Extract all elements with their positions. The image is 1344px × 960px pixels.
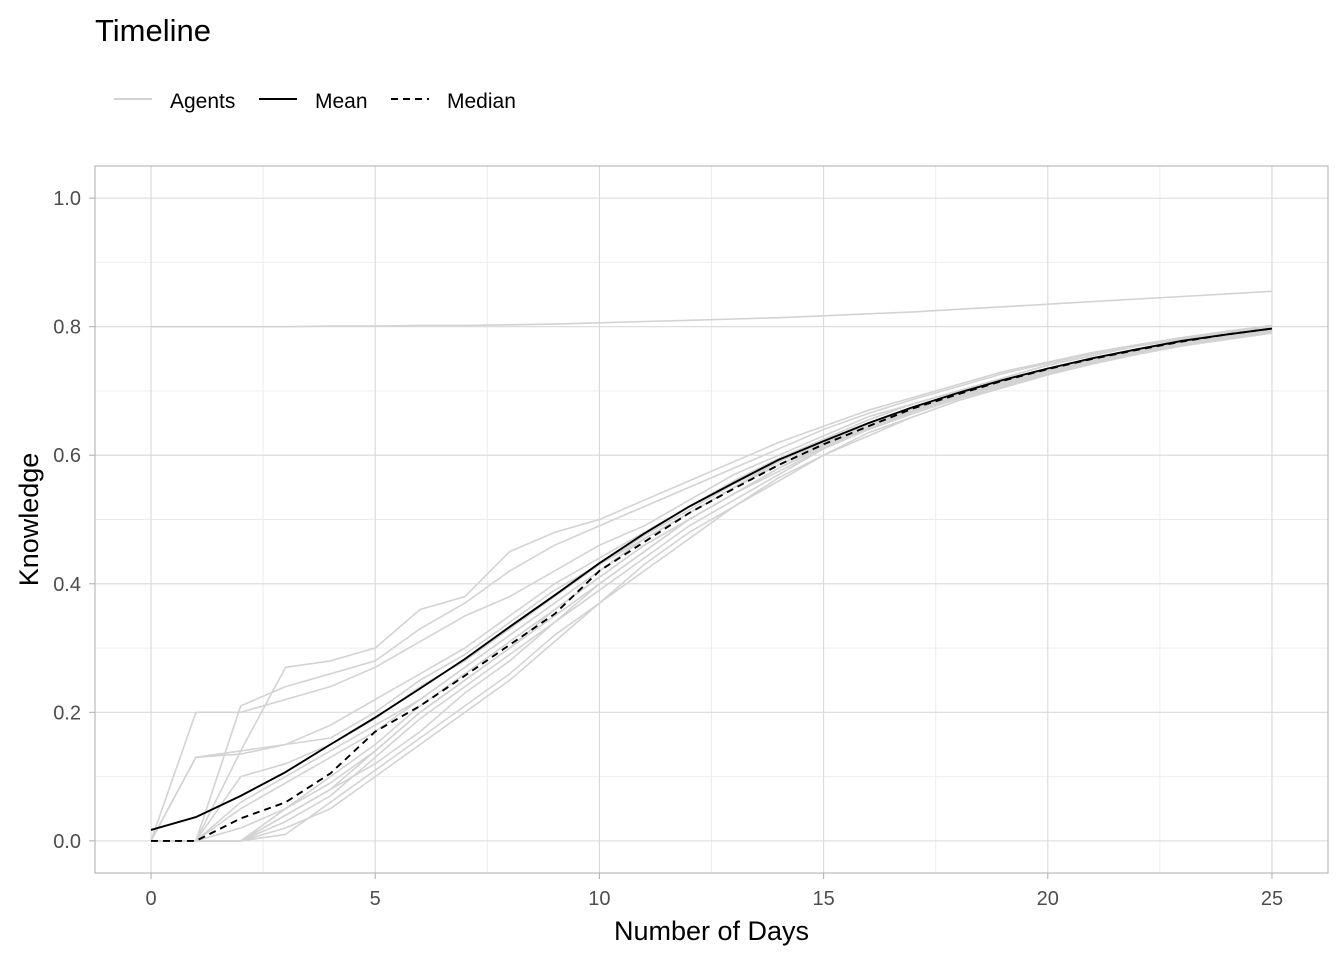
legend-label-agents: Agents [170, 90, 235, 113]
mean-line [150, 327, 1273, 831]
median-line [151, 327, 1273, 842]
x-axis: 0 5 10 15 20 25 [145, 873, 1283, 910]
x-tick-label: 25 [1261, 888, 1283, 910]
agent-line-1 [151, 290, 1273, 328]
y-axis-title: Knowledge [14, 453, 44, 587]
legend-label-median: Median [447, 90, 516, 113]
x-tick-label: 10 [588, 888, 610, 910]
x-tick-label: 5 [370, 888, 381, 910]
legend: Agents Mean Median [114, 90, 516, 113]
panel-border [94, 165, 1329, 874]
x-tick-label: 15 [812, 888, 834, 910]
y-tick-label: 1.0 [53, 188, 81, 210]
agent-line-5 [151, 324, 1273, 842]
summary-lines [150, 327, 1273, 842]
agent-line-6 [151, 325, 1273, 842]
y-tick-label: 0.6 [53, 445, 81, 467]
y-tick-label: 0.2 [53, 702, 81, 724]
y-tick-label: 0.0 [53, 831, 81, 853]
x-axis-title: Number of Days [614, 916, 809, 946]
chart-title: Timeline [95, 13, 211, 48]
legend-label-mean: Mean [315, 90, 368, 113]
y-tick-label: 0.4 [53, 574, 81, 596]
y-axis: 0.0 0.2 0.4 0.6 0.8 1.0 [53, 188, 95, 853]
x-tick-label: 20 [1037, 888, 1059, 910]
y-tick-label: 0.8 [53, 317, 81, 339]
x-tick-label: 0 [145, 888, 156, 910]
agent-line-13 [151, 331, 1273, 842]
